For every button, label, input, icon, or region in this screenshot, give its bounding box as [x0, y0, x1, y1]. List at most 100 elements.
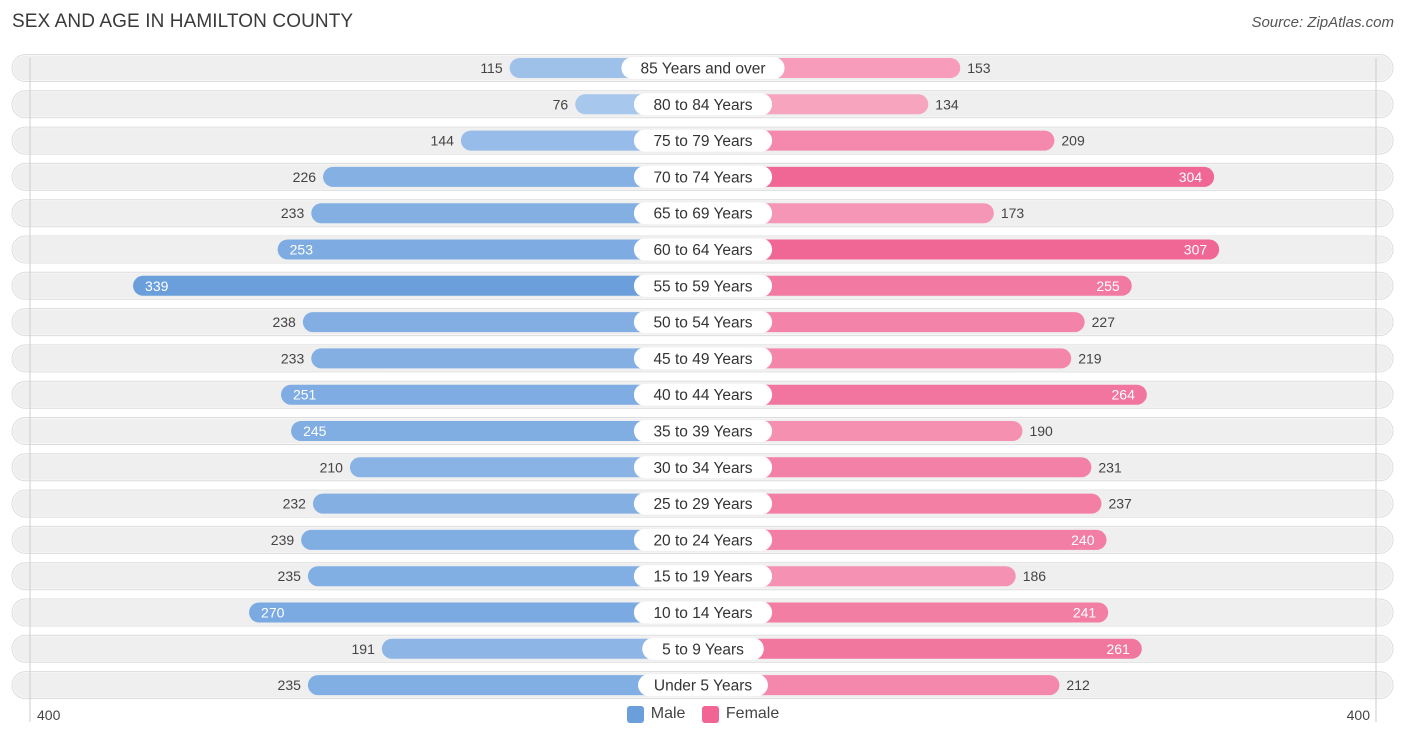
chart-title: SEX AND AGE IN HAMILTON COUNTY: [12, 11, 354, 32]
female-bar: [703, 312, 1085, 333]
category-pill: [633, 528, 773, 551]
axis-left-label: 400: [37, 707, 61, 723]
female-bar: [703, 638, 1142, 659]
male-bar: [133, 275, 703, 296]
female-value-label: 186: [1023, 568, 1047, 584]
category-pill: [633, 565, 773, 588]
female-bar: [703, 421, 1023, 441]
male-bar: [280, 384, 703, 405]
male-bar: [307, 566, 703, 587]
axis-right-label: 400: [1346, 707, 1370, 723]
male-value-label: 270: [261, 605, 285, 621]
category-label: 25 to 29 Years: [653, 496, 752, 513]
category-pill: [633, 492, 773, 515]
female-bar: [703, 130, 1055, 151]
category-label: 60 to 64 Years: [653, 242, 752, 259]
category-label: 20 to 24 Years: [653, 532, 752, 549]
female-value-label: 134: [935, 96, 959, 112]
female-value-label: 264: [1112, 387, 1136, 403]
female-value-label: 307: [1184, 242, 1208, 258]
female-bar: [703, 493, 1102, 514]
category-label: 10 to 14 Years: [653, 605, 752, 622]
category-label: 75 to 79 Years: [653, 133, 752, 150]
category-label: 80 to 84 Years: [653, 97, 752, 114]
female-value-label: 304: [1179, 169, 1203, 185]
category-label: 85 Years and over: [641, 61, 766, 78]
category-pill: [633, 456, 773, 479]
category-label: 55 to 59 Years: [653, 278, 752, 295]
legend-item-male: Male: [626, 705, 686, 723]
female-bar: [703, 348, 1072, 369]
male-bar: [312, 493, 703, 514]
male-bar: [277, 239, 703, 260]
female-bar: [703, 602, 1109, 623]
legend: Male Female: [0, 705, 1406, 728]
legend-label-female: Female: [725, 705, 780, 722]
category-pill: [638, 674, 768, 697]
male-bar: [302, 312, 703, 333]
male-value-label: 226: [293, 169, 317, 185]
category-label: 35 to 39 Years: [653, 424, 752, 441]
source-label: Source: ZipAtlas.com: [1251, 14, 1394, 31]
female-bar: [703, 203, 994, 224]
category-label: 40 to 44 Years: [653, 387, 752, 404]
category-pill: [633, 383, 773, 406]
female-bar: [703, 675, 1060, 696]
category-pill: [633, 165, 773, 188]
female-value-label: 190: [1029, 423, 1053, 439]
category-pill: [642, 637, 764, 660]
male-value-label: 235: [278, 568, 302, 584]
legend-swatch-male: [626, 705, 644, 723]
male-bar: [323, 166, 703, 187]
female-bar: [703, 566, 1016, 587]
male-bar: [349, 457, 703, 478]
male-value-label: 76: [553, 96, 569, 112]
male-bar: [301, 529, 703, 550]
category-label: 15 to 19 Years: [653, 569, 752, 586]
female-bar: [703, 457, 1092, 478]
male-value-label: 238: [272, 314, 296, 330]
category-pill: [633, 93, 773, 116]
female-value-label: 237: [1108, 496, 1132, 512]
category-label: 70 to 74 Years: [653, 169, 752, 186]
category-label: 5 to 9 Years: [662, 641, 744, 658]
legend-item-female: Female: [701, 705, 780, 723]
male-value-label: 233: [281, 350, 305, 366]
legend-label-male: Male: [650, 705, 686, 722]
female-value-label: 231: [1098, 459, 1122, 475]
male-value-label: 144: [431, 133, 455, 149]
category-label: 50 to 54 Years: [653, 315, 752, 332]
male-bar: [291, 421, 703, 441]
male-value-label: 339: [145, 278, 169, 294]
male-value-label: 235: [278, 677, 302, 693]
female-value-label: 241: [1073, 605, 1097, 621]
category-pill: [633, 129, 773, 152]
female-value-label: 153: [967, 60, 991, 76]
male-bar: [311, 348, 703, 369]
female-bar: [703, 166, 1215, 187]
category-pill: [633, 202, 773, 225]
male-value-label: 251: [293, 387, 317, 403]
male-bar: [381, 638, 703, 659]
female-value-label: 173: [1001, 205, 1025, 221]
category-pill: [633, 311, 773, 334]
category-label: Under 5 Years: [654, 678, 752, 695]
female-value-label: 212: [1066, 677, 1090, 693]
category-label: 30 to 34 Years: [653, 460, 752, 477]
male-value-label: 210: [320, 459, 344, 475]
legend-swatch-female: [701, 705, 719, 723]
category-pill: [633, 347, 773, 370]
female-value-label: 240: [1071, 532, 1095, 548]
female-bar: [703, 239, 1220, 260]
category-label: 65 to 69 Years: [653, 206, 752, 223]
category-pill: [621, 57, 785, 79]
category-pill: [633, 274, 773, 297]
male-value-label: 115: [480, 60, 503, 76]
male-bar: [307, 675, 703, 696]
female-bar: [703, 275, 1132, 296]
male-value-label: 191: [352, 641, 376, 657]
category-pill: [633, 601, 773, 624]
female-bar: [703, 529, 1107, 550]
female-bar: [703, 384, 1147, 405]
